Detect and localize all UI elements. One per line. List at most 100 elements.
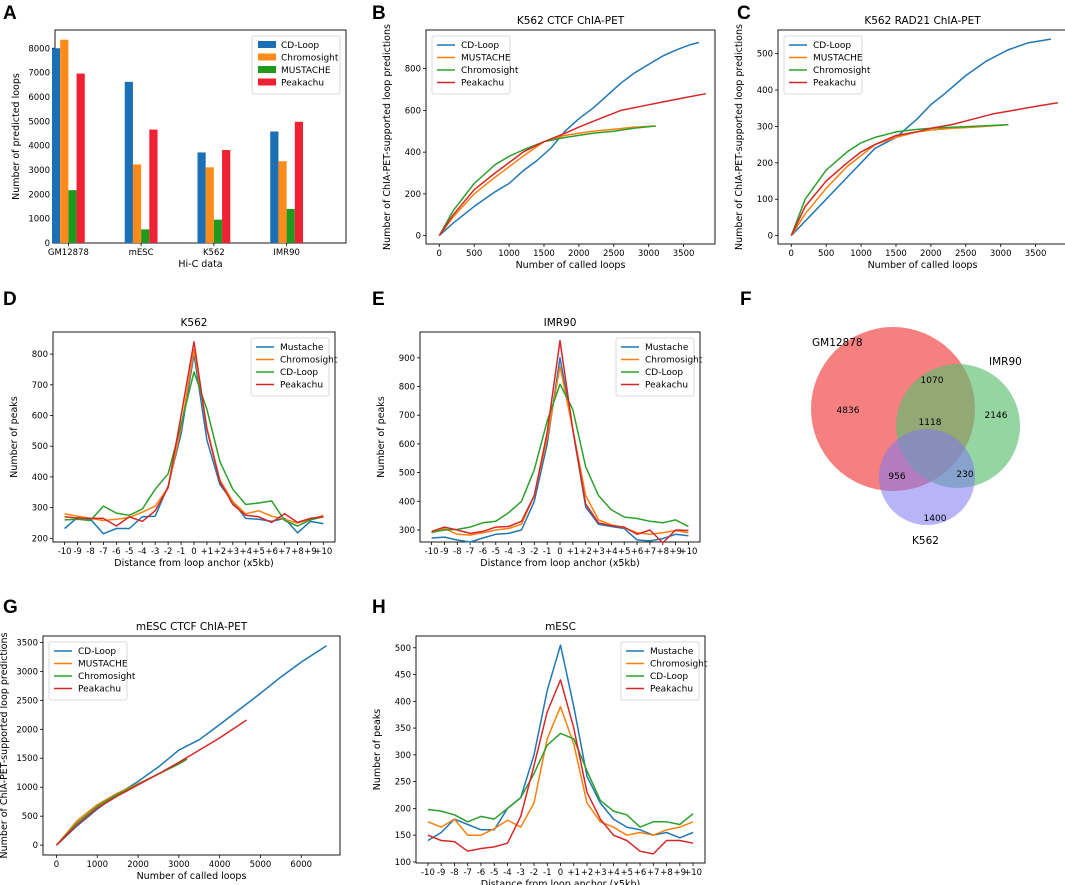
x-tick-label: +3 [227,547,240,557]
legend-swatch [258,53,276,61]
y-tick-label: 0 [416,232,421,242]
x-tick-label: -6 [477,868,485,878]
y-tick-label: 900 [399,354,415,364]
y-tick-label: 300 [32,504,48,514]
x-tick-label: -4 [504,547,512,557]
venn-count-k562-only: 1400 [924,514,947,524]
x-tick-label: -3 [151,547,159,557]
series-line-chromosight [431,365,689,536]
legend-entry: CD-Loop [813,41,851,51]
bar [197,152,206,243]
panel-label-g: G [3,597,18,618]
series-line-cd-loop [438,41,700,237]
x-tick-label: +4 [239,547,252,557]
x-tick-label: 2500 [603,249,625,259]
y-tick-label: 800 [32,350,48,360]
panel-a: A Hi-C data Number of predicted loops 0 100… [3,3,347,270]
y-tick-label: 400 [32,473,48,483]
x-tick-label: 2000 [127,860,149,870]
bar [51,48,61,243]
x-tick-label: +2 [581,868,594,878]
x-tick-label: +4 [607,868,620,878]
legend-box [783,35,863,95]
chart-title: mESC [545,621,576,633]
line-chart-g: mESC CTCF ChIA-PET Number of called loops… [0,621,341,882]
panel-g: G mESC CTCF ChIA-PET Number of called loo… [0,597,341,882]
y-tick-label: 3000 [16,667,38,677]
panel-c: C K562 RAD21 ChIA-PET Number of called lo… [734,3,1065,271]
x-tick-label: +9 [304,547,317,557]
x-tick-label: 0 [557,547,562,557]
series-line-mustache [431,357,689,543]
x-tick-label: +8 [291,547,304,557]
bar [76,73,85,243]
x-tick-label: 1000 [850,249,872,259]
chart-title: mESC CTCF ChIA-PET [136,621,248,633]
y-tick-label: 250 [395,778,411,788]
legend-entry: Peakachu [645,381,688,391]
x-tick-label: GM12878 [48,248,89,258]
y-tick-label: 200 [757,159,773,169]
y-tick-label: 700 [32,381,48,391]
y-tick-label: 2000 [28,190,50,200]
bar [222,150,231,243]
venn-count-gm-only: 4836 [837,406,860,416]
x-tick-label: 2000 [568,249,590,259]
y-tick-label: 600 [32,412,48,422]
x-tick-label: +4 [605,547,618,557]
legend-entry: Peakachu [650,685,693,695]
panel-label-e: E [372,289,385,310]
y-axis-label: Number of ChIA-PET-supported loop predic… [734,24,745,250]
bar [68,190,77,243]
y-tick-label: 400 [405,148,421,158]
x-tick-label: K562 [203,248,225,258]
legend-entry: Peakachu [461,79,504,89]
y-tick-label: 600 [405,106,421,116]
series-line-mustache [427,644,694,842]
y-tick-label: 6000 [28,93,50,103]
y-tick-label: 200 [405,190,421,200]
series-line-chromosight [438,125,656,236]
y-tick-label: 200 [395,804,411,814]
venn-count-imr-k562: 230 [956,470,973,480]
x-tick-label: IMR90 [273,248,300,258]
y-tick-label: 2500 [16,696,38,706]
legend-entry: MUSTACHE [461,54,511,64]
x-tick-label: -7 [463,868,471,878]
y-axis-label: Number of predicted loops [11,73,22,200]
x-tick-label: +10 [679,547,697,557]
y-tick-label: 4000 [28,142,50,152]
y-tick-label: 700 [399,411,415,421]
bar [278,161,287,243]
x-tick-label: +7 [278,547,291,557]
legend-entry: Chromosight [280,356,338,366]
x-tick-label: mESC [129,248,154,258]
legend-entry: Chromosight [650,660,708,670]
panel-label-f: F [740,289,752,310]
legend-entry: Mustache [645,343,689,353]
series-line-peakachu [431,339,689,544]
y-tick-label: 1000 [28,215,50,225]
x-tick-label: +1 [201,547,214,557]
series-line-mustache [55,758,188,846]
panel-f: F GM12878 IMR90 K562 4836 1070 2146 1118… [740,289,1022,547]
x-axis-label: Hi-C data [178,259,222,270]
series-line-mustache [438,125,656,237]
x-tick-label: 0 [191,547,196,557]
legend-box [48,641,128,701]
y-tick-label: 100 [757,195,773,205]
y-tick-label: 1000 [16,783,38,793]
x-tick-label: +3 [592,547,605,557]
x-tick-label: +7 [647,868,660,878]
panel-label-a: A [3,3,17,24]
x-tick-label: +6 [631,547,644,557]
bar [149,129,158,243]
venn-count-all: 1118 [919,418,942,428]
x-tick-label: -3 [517,547,525,557]
bar [286,208,295,243]
x-tick-label: -2 [530,547,538,557]
y-tick-label: 400 [395,697,411,707]
series-line-cd-loop [427,732,694,828]
legend-entry: CD-Loop [281,41,319,51]
